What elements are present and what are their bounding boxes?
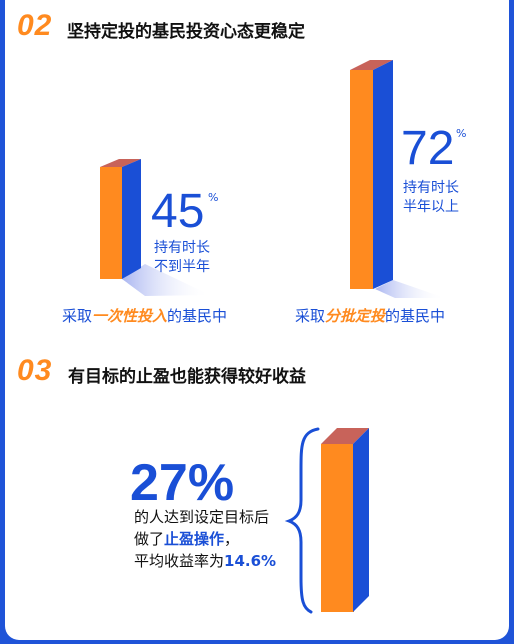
caption-regular-investment: 采取分批定投的基民中 [295, 305, 445, 326]
stat-27-line-2: 做了止盈操作， [134, 528, 239, 550]
stat-45-unit: % [208, 191, 219, 204]
stat-72-desc-1: 持有时长 [403, 180, 459, 196]
infographic-card: 02 坚持定投的基民投资心态更稳定 45 % 持有时长 不到半年 72 [5, 0, 509, 640]
caption-regular-post: 的基民中 [385, 307, 446, 325]
line-2-post: ， [224, 530, 240, 548]
caption-lump-sum-pre: 采取 [62, 307, 93, 325]
bar-take-profit [321, 428, 369, 612]
line-3-highlight: 14.6% [224, 552, 277, 570]
line-3-pre: 平均收益率为 [134, 552, 225, 570]
caption-regular-highlight: 分批定投 [325, 307, 386, 325]
stat-45-desc-2: 不到半年 [154, 259, 210, 275]
stat-27-line-1: 的人达到设定目标后 [134, 508, 270, 526]
section-2-title: 坚持定投的基民投资心态更稳定 [67, 22, 305, 42]
caption-regular-pre: 采取 [295, 307, 326, 325]
section-3-title: 有目标的止盈也能获得较好收益 [68, 367, 306, 387]
stat-45-desc-1: 持有时长 [154, 240, 210, 256]
line-2-highlight: 止盈操作 [164, 530, 225, 548]
bar-regular-investment [350, 60, 445, 298]
caption-lump-sum-highlight: 一次性投入 [92, 307, 168, 325]
stat-27-line-3: 平均收益率为14.6% [134, 550, 276, 572]
stat-72-unit: % [456, 127, 467, 140]
stat-45-value: 45 [151, 185, 205, 238]
section-2-number: 02 [17, 9, 53, 42]
caption-lump-sum: 采取一次性投入的基民中 [62, 305, 227, 326]
bar-lump-sum [100, 159, 210, 296]
curly-brace [284, 427, 320, 614]
line-2-pre: 做了 [134, 530, 165, 548]
stat-27-value: 27% [130, 454, 235, 512]
caption-lump-sum-post: 的基民中 [167, 307, 228, 325]
stat-72-desc-2: 半年以上 [403, 199, 459, 215]
section-3-number: 03 [17, 354, 53, 387]
stat-72-value: 72 [401, 122, 455, 175]
